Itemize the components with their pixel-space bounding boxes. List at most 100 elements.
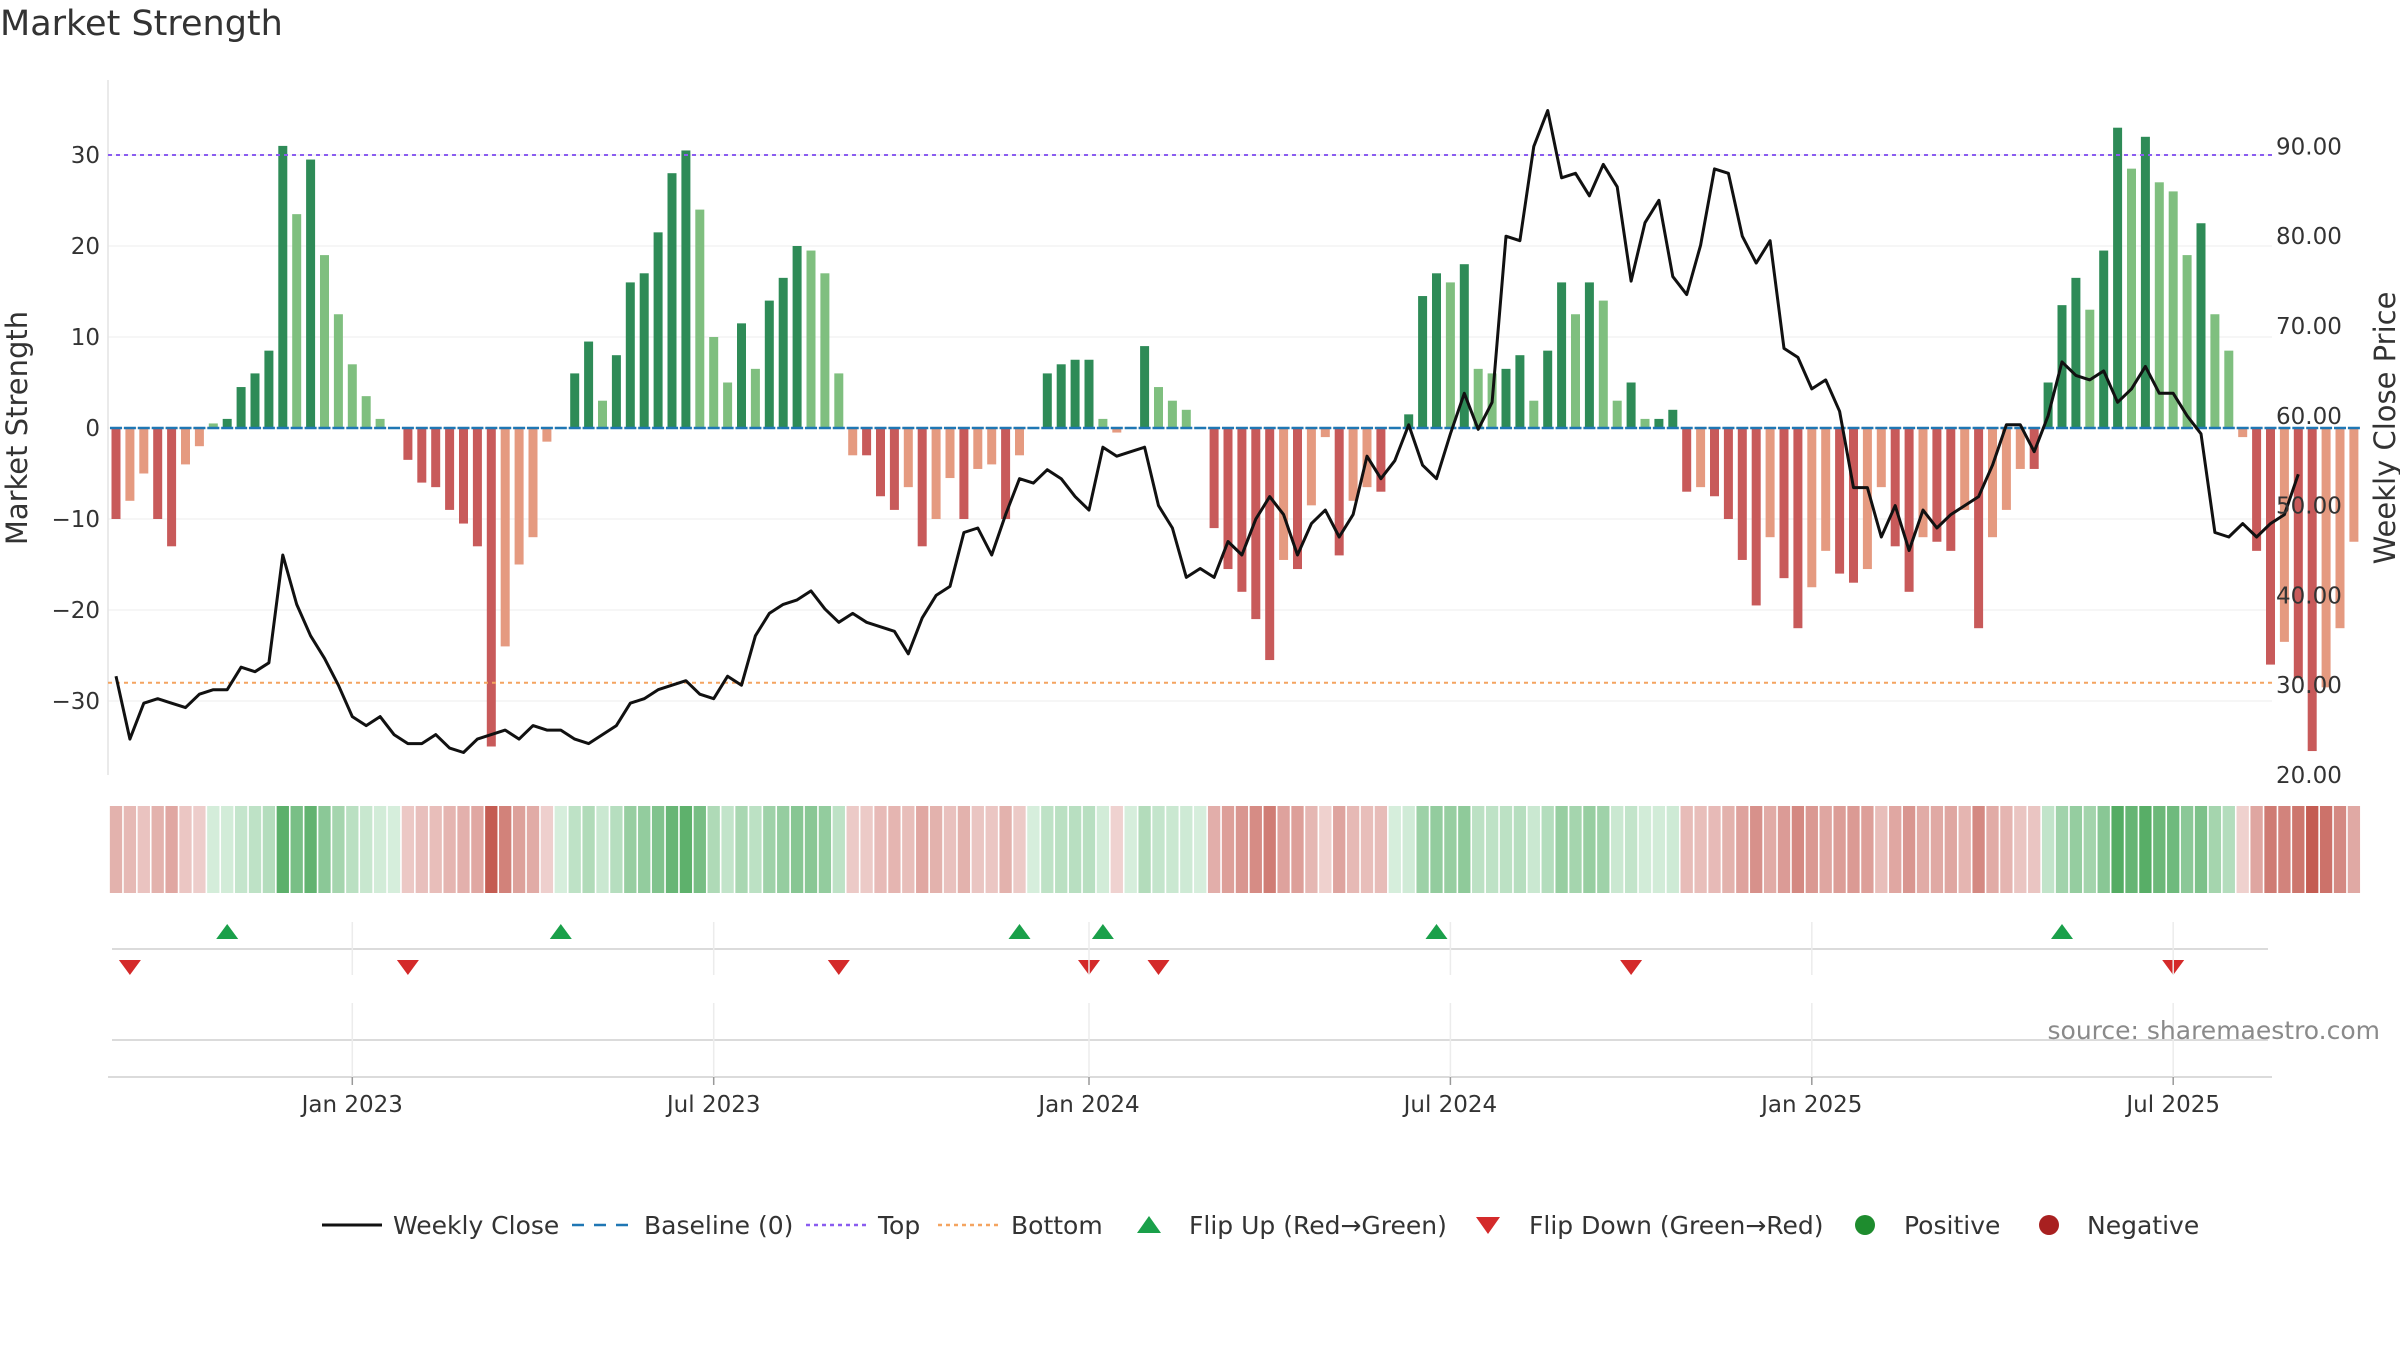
strength-bar: [1098, 418, 1108, 428]
heat-strip-cell: [221, 806, 234, 893]
heat-strip-cell: [1082, 806, 1096, 893]
heat-strip-cell: [123, 806, 137, 893]
flip-down-marker: [827, 960, 850, 975]
heat-strip-cell: [790, 806, 804, 893]
strength-bar: [306, 159, 316, 429]
heat-strip-cell: [207, 806, 220, 893]
strength-bar: [1654, 418, 1664, 428]
heat-strip-cell: [818, 806, 832, 893]
strength-bar: [542, 428, 552, 442]
left-tick-label: 20: [71, 234, 100, 260]
strength-bar: [1223, 428, 1233, 570]
heat-strip-cell: [1180, 806, 1193, 893]
strength-bar: [2001, 428, 2011, 510]
heat-strip-cell: [1249, 806, 1262, 893]
heat-strip-cell: [2278, 806, 2291, 893]
strength-bar: [2224, 350, 2234, 428]
strength-bar: [459, 428, 468, 524]
x-tick-label: Jan 2025: [1759, 1092, 1862, 1118]
heat-strip-cell: [1360, 806, 1374, 893]
heat-strip-cell: [999, 806, 1012, 893]
heat-strip-cell: [1277, 806, 1290, 893]
heat-strip-cell: [1958, 806, 1971, 893]
strength-bar: [1904, 428, 1914, 592]
heat-strip-cell: [1235, 806, 1249, 893]
heat-strip-cell: [1402, 806, 1415, 893]
strength-bars: [111, 127, 2359, 752]
heat-strip-cell: [1152, 806, 1165, 893]
strength-bar: [778, 277, 788, 428]
heat-strip-cell: [1861, 806, 1874, 893]
left-tick-label: −30: [51, 689, 100, 715]
strength-bar: [292, 214, 302, 428]
legend-label: Positive: [1904, 1211, 2000, 1240]
heat-strip-cell: [387, 806, 401, 893]
y-axis-label-left: Market Strength: [0, 311, 34, 545]
heat-strip: [109, 806, 2361, 893]
strength-bar: [431, 428, 441, 488]
heat-strip-cell: [1805, 806, 1818, 893]
heat-strip-cell: [1611, 806, 1624, 893]
heat-strip-cell: [2055, 806, 2069, 893]
strength-bar: [486, 428, 496, 747]
strength-bar: [1154, 387, 1163, 428]
heat-strip-cell: [248, 806, 262, 893]
strength-bar: [445, 428, 455, 510]
flip-up-marker: [549, 924, 572, 939]
heat-strip-cell: [540, 806, 554, 893]
strength-bar: [1251, 428, 1261, 620]
legend-label: Weekly Close: [393, 1211, 559, 1240]
strength-bar: [862, 428, 872, 456]
strength-bar: [903, 428, 913, 488]
strength-bar: [1445, 282, 1455, 428]
heat-strip-cell: [846, 806, 859, 893]
heat-strip-cell: [471, 806, 484, 893]
heat-strip-cell: [373, 806, 387, 893]
x-tick-label: Jul 2025: [2124, 1092, 2220, 1118]
x-axis: Jan 2023 Jul 2023 Jan 2024 Jul 2024 Jan 2025…: [108, 922, 2272, 1118]
strength-bar: [1084, 359, 1094, 428]
heat-strip-cell: [804, 806, 818, 893]
heat-strip-cell: [2236, 806, 2249, 893]
right-tick-label: 80.00: [2276, 224, 2342, 250]
strength-bar: [681, 150, 691, 428]
heat-strip-cell: [1166, 806, 1179, 893]
heat-strip-cell: [1555, 806, 1568, 893]
heat-strip-cell: [888, 806, 901, 893]
strength-bar: [1015, 428, 1024, 456]
heat-strip-cell: [554, 806, 567, 893]
heat-strip-cell: [1096, 806, 1110, 893]
strength-bar: [1056, 364, 1066, 428]
chart-title: Market Strength: [0, 4, 283, 44]
y-axis-label-right: Weekly Close Price: [2368, 292, 2400, 565]
flip-down-marker: [118, 960, 141, 975]
strength-bar: [598, 400, 607, 428]
heat-strip-cell: [1597, 806, 1610, 893]
left-tick-label: −10: [51, 507, 100, 533]
strength-bar: [1140, 346, 1150, 428]
heat-strip-cell: [1930, 806, 1944, 893]
heat-strip-cell: [1499, 806, 1513, 893]
strength-bar: [125, 428, 135, 501]
legend-label: Flip Up (Red→Green): [1189, 1211, 1447, 1240]
heat-strip-cell: [2111, 806, 2124, 893]
heat-strip-cell: [665, 806, 679, 893]
heat-strip-cell: [2319, 806, 2333, 893]
heat-strip-cell: [1319, 806, 1332, 893]
strength-bar: [208, 423, 218, 428]
heat-strip-cell: [1013, 806, 1026, 893]
heat-strip-cell: [2139, 806, 2152, 893]
strength-bar: [2085, 309, 2095, 428]
heat-strip-cell: [2208, 806, 2222, 893]
strength-bar: [1946, 428, 1956, 551]
strength-bar: [1696, 428, 1706, 488]
strength-bar: [181, 428, 190, 465]
strength-bar: [987, 428, 997, 465]
heat-strip-cell: [610, 806, 623, 893]
strength-bar: [500, 428, 510, 647]
right-tick-label: 20.00: [2276, 763, 2342, 789]
legend-label: Negative: [2087, 1211, 2199, 1240]
heat-strip-cell: [290, 806, 303, 893]
strength-bar: [361, 396, 371, 428]
